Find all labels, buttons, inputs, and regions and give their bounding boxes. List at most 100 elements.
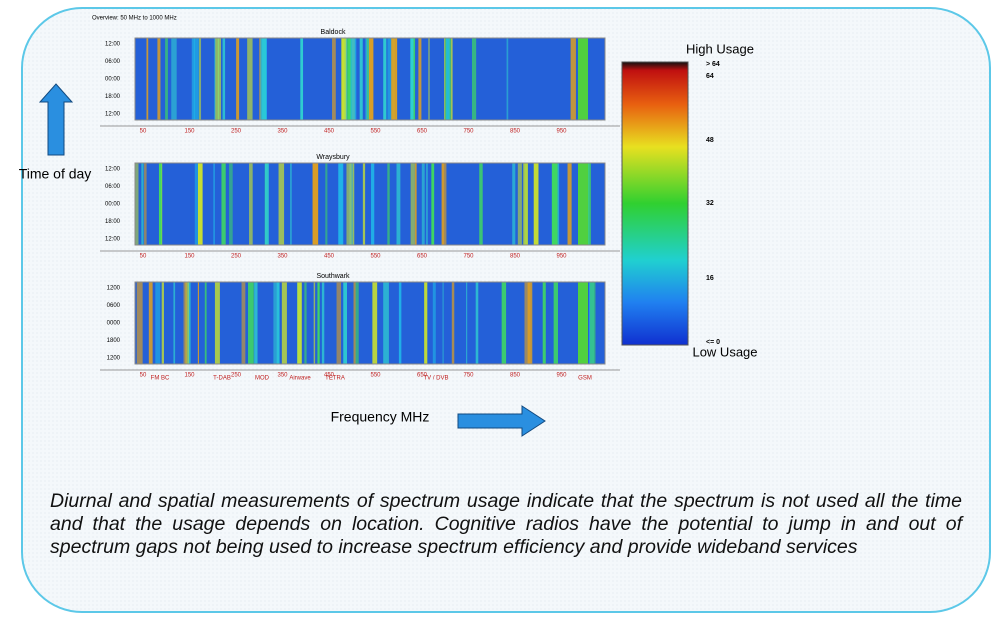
usage-stripe bbox=[432, 282, 436, 364]
y-tick-label: 12:00 bbox=[105, 112, 121, 118]
band-label: MOD bbox=[255, 376, 270, 382]
usage-stripe bbox=[383, 38, 387, 120]
panel-frame bbox=[134, 281, 606, 365]
band-label: Airwave bbox=[289, 376, 311, 382]
usage-stripe bbox=[300, 38, 304, 120]
x-tick-label: 150 bbox=[184, 254, 195, 260]
usage-stripe bbox=[157, 38, 161, 120]
band-label: TETRA bbox=[325, 376, 345, 382]
y-tick-label: 06:00 bbox=[105, 184, 121, 190]
usage-stripe bbox=[441, 163, 445, 245]
y-tick-label: 0000 bbox=[107, 321, 121, 327]
usage-stripe bbox=[321, 282, 325, 364]
usage-stripe bbox=[396, 163, 401, 245]
usage-stripe bbox=[221, 163, 226, 245]
x-tick-label: 850 bbox=[510, 129, 521, 135]
usage-stripe bbox=[371, 163, 375, 245]
colorbar-label: > 64 bbox=[706, 61, 720, 68]
usage-stripe bbox=[264, 163, 269, 245]
usage-stripe bbox=[428, 38, 430, 120]
y-tick-label: 00:00 bbox=[105, 77, 121, 83]
usage-stripe bbox=[141, 163, 144, 245]
y-tick-label: 00:00 bbox=[105, 202, 121, 208]
colorbar-label: <= 0 bbox=[706, 339, 720, 346]
x-tick-label: 750 bbox=[463, 254, 474, 260]
x-tick-label: 550 bbox=[370, 254, 381, 260]
usage-stripe bbox=[165, 38, 168, 120]
panel-title: Baldock bbox=[321, 29, 346, 36]
usage-stripe bbox=[204, 282, 207, 364]
high-usage: High Usage bbox=[686, 41, 754, 56]
usage-stripe bbox=[260, 38, 267, 120]
usage-stripe bbox=[446, 38, 450, 120]
colorbar bbox=[621, 61, 689, 346]
usage-stripe bbox=[248, 282, 254, 364]
usage-stripe bbox=[304, 282, 307, 364]
usage-stripe bbox=[450, 38, 453, 120]
x-tick-label: 850 bbox=[510, 254, 521, 260]
usage-stripe bbox=[297, 282, 302, 364]
y-tick-label: 18:00 bbox=[105, 219, 121, 225]
usage-stripe bbox=[325, 163, 328, 245]
usage-stripe bbox=[475, 282, 479, 364]
usage-stripe bbox=[512, 163, 516, 245]
usage-stripe bbox=[338, 163, 343, 245]
x-tick-label: 950 bbox=[556, 129, 567, 135]
usage-stripe bbox=[144, 163, 147, 245]
usage-stripe bbox=[451, 282, 455, 364]
usage-stripe bbox=[466, 282, 468, 364]
usage-stripe bbox=[553, 282, 558, 364]
usage-stripe bbox=[352, 163, 355, 245]
y-tick-label: 1800 bbox=[107, 338, 121, 344]
usage-stripe bbox=[187, 282, 191, 364]
usage-stripe bbox=[281, 282, 287, 364]
x-tick-label: 450 bbox=[324, 129, 335, 135]
usage-stripe bbox=[236, 38, 240, 120]
usage-stripe bbox=[524, 282, 531, 364]
usage-stripe bbox=[359, 38, 363, 120]
usage-stripe bbox=[362, 163, 366, 245]
usage-stripe bbox=[424, 282, 428, 364]
usage-stripe bbox=[412, 38, 416, 120]
usage-stripe bbox=[387, 163, 390, 245]
x-tick-label: 650 bbox=[417, 254, 428, 260]
usage-stripe bbox=[273, 282, 280, 364]
y-tick-label: 1200 bbox=[107, 286, 121, 292]
usage-stripe bbox=[479, 163, 483, 245]
y-tick-label: 1200 bbox=[107, 356, 121, 362]
usage-stripe bbox=[431, 163, 435, 245]
x-tick-label: 450 bbox=[324, 254, 335, 260]
usage-stripe bbox=[350, 38, 357, 120]
usage-stripe bbox=[247, 38, 253, 120]
x-tick-label: 950 bbox=[556, 373, 567, 379]
y-tick-label: 12:00 bbox=[105, 167, 121, 173]
usage-stripe bbox=[346, 163, 352, 245]
usage-stripe bbox=[317, 282, 320, 364]
usage-stripe bbox=[442, 282, 444, 364]
y-tick-label: 06:00 bbox=[105, 59, 121, 65]
x-tick-label: 650 bbox=[417, 129, 428, 135]
usage-stripe bbox=[249, 163, 253, 245]
usage-stripe bbox=[414, 163, 417, 245]
usage-stripe bbox=[215, 38, 222, 120]
usage-stripe bbox=[426, 163, 428, 245]
usage-stripe bbox=[471, 38, 477, 120]
usage-stripe bbox=[578, 38, 588, 120]
usage-stripe bbox=[136, 282, 143, 364]
band-label: GSM bbox=[578, 376, 592, 382]
x-tick-label: 250 bbox=[231, 373, 242, 379]
panel-frame bbox=[134, 37, 606, 121]
usage-stripe bbox=[155, 282, 161, 364]
usage-stripe bbox=[517, 163, 522, 245]
usage-stripe bbox=[213, 163, 215, 245]
usage-stripe bbox=[158, 163, 162, 245]
usage-stripe bbox=[586, 163, 592, 245]
usage-stripe bbox=[135, 163, 139, 245]
x-tick-label: 550 bbox=[370, 129, 381, 135]
x-tick-label: 350 bbox=[277, 254, 288, 260]
usage-stripe bbox=[410, 163, 415, 245]
usage-stripe bbox=[421, 163, 425, 245]
usage-stripe bbox=[214, 282, 220, 364]
x-tick-label: 350 bbox=[277, 129, 288, 135]
colorbar-label: 64 bbox=[706, 73, 714, 80]
